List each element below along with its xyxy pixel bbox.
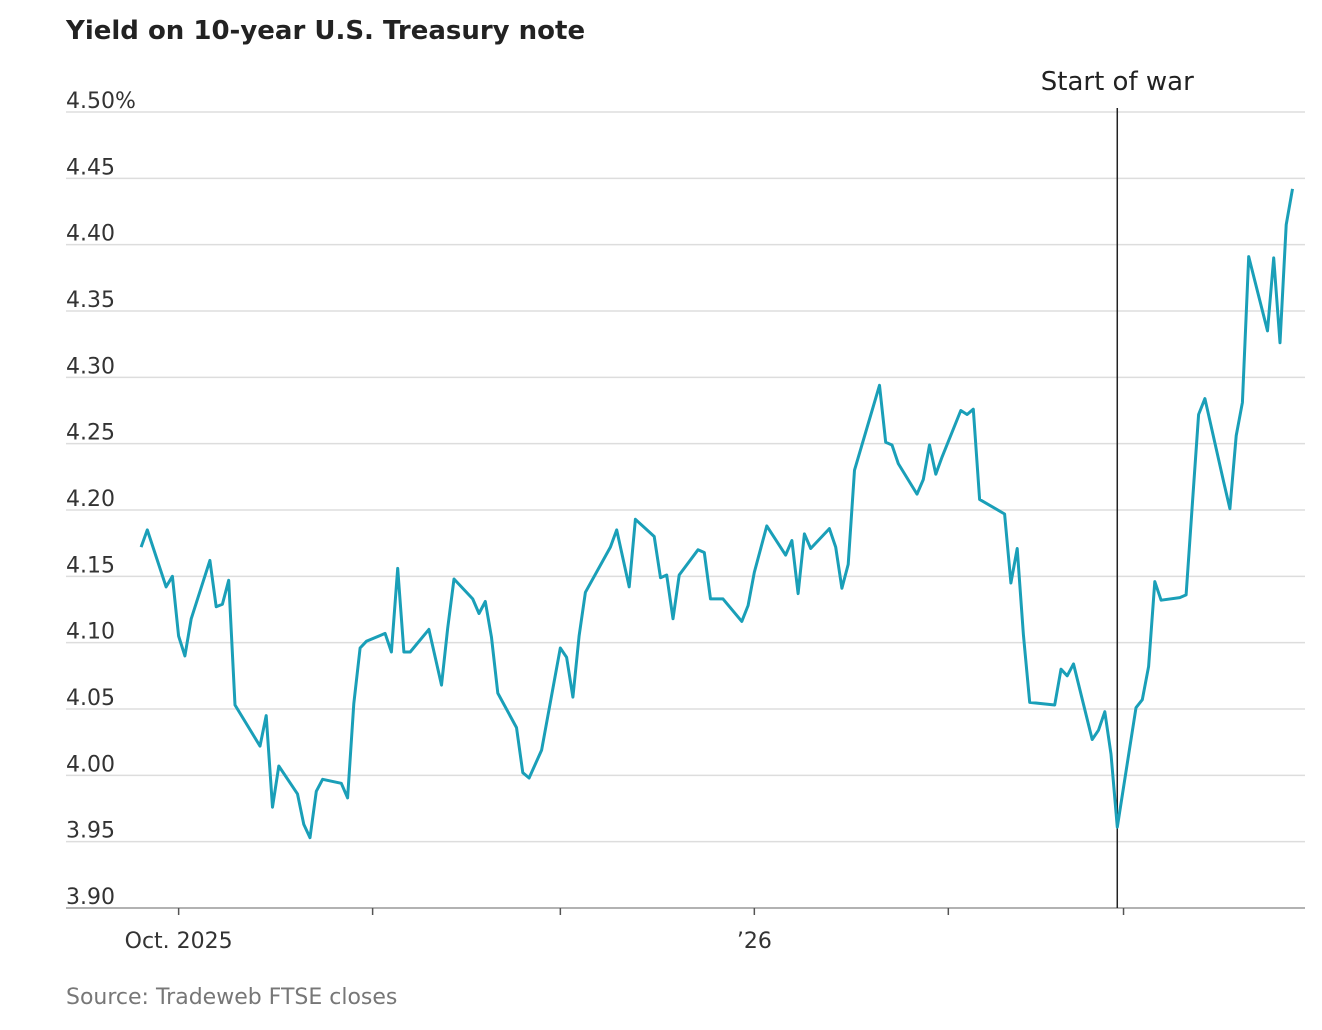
x-tick-label: ’26 xyxy=(737,929,772,954)
y-tick-label: 4.10 xyxy=(66,620,115,645)
annotation-label: Start of war xyxy=(1041,67,1194,97)
y-tick-label: 4.05 xyxy=(66,686,115,711)
y-tick-label: 4.45 xyxy=(66,155,115,180)
y-tick-label: 4.00 xyxy=(66,752,115,777)
y-tick-label: 4.40 xyxy=(66,222,115,247)
y-tick-label: 3.90 xyxy=(66,885,115,910)
y-tick-label: 4.50% xyxy=(66,89,136,114)
series-line xyxy=(139,188,1294,840)
y-tick-label: 4.20 xyxy=(66,487,115,512)
y-tick-label: 3.95 xyxy=(66,819,115,844)
chart-title: Yield on 10-year U.S. Treasury note xyxy=(65,16,585,46)
source: Source: Tradeweb FTSE closes xyxy=(66,985,397,1010)
x-tick-label: Oct. 2025 xyxy=(125,929,233,954)
y-tick-label: 4.35 xyxy=(66,288,115,313)
y-tick-label: 4.25 xyxy=(66,421,115,446)
y-tick-label: 4.15 xyxy=(66,553,115,578)
y-tick-label: 4.30 xyxy=(66,354,115,379)
